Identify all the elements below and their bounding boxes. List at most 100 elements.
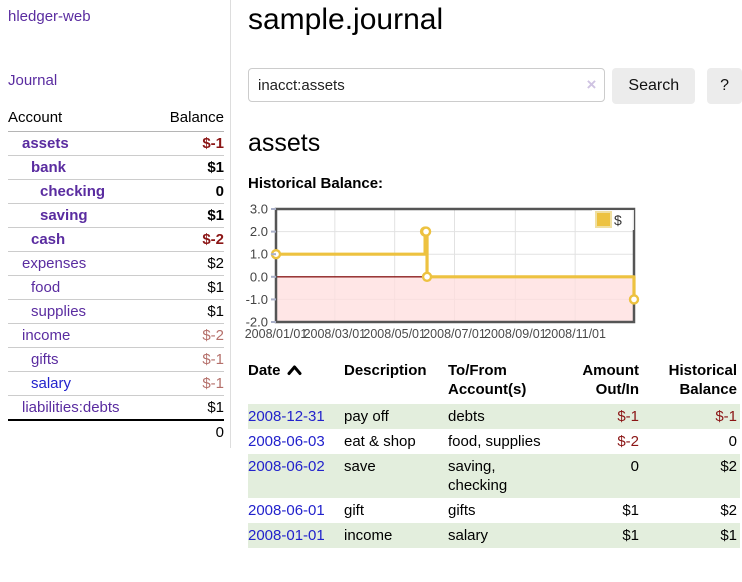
search-input[interactable] [248, 68, 606, 102]
transaction-accounts: gifts [448, 502, 476, 519]
register-header-date[interactable]: Date [248, 358, 344, 404]
account-balance: $-1 [153, 347, 224, 372]
account-balance: 0 [153, 179, 224, 204]
transaction-date-link[interactable]: 2008-01-01 [248, 527, 325, 544]
account-row: bank $1 [8, 155, 224, 180]
account-link-saving[interactable]: saving [40, 207, 88, 224]
svg-text:2.0: 2.0 [250, 224, 268, 239]
register-header-row: Date Description To/From Account(s) Amou… [248, 358, 740, 404]
svg-text:-1.0: -1.0 [246, 292, 268, 307]
transaction-balance: $-1 [642, 404, 740, 429]
account-row: cash $-2 [8, 227, 224, 252]
register-header-account: To/From Account(s) [448, 362, 527, 398]
transaction-accounts: saving, checking [448, 454, 556, 498]
page-title: sample.journal [248, 3, 444, 36]
account-row: income $-2 [8, 323, 224, 348]
svg-text:2008/07/01: 2008/07/01 [423, 327, 486, 341]
help-button[interactable]: ? [707, 68, 742, 104]
register-table-body: 2008-12-31 pay off debts $-1 $-1 2008-06-03 ea… [248, 404, 740, 548]
transaction-description: save [344, 454, 448, 498]
search-form: × Search ? [248, 68, 742, 104]
svg-text:2008/03/01: 2008/03/01 [304, 327, 367, 341]
svg-text:1.0: 1.0 [250, 247, 268, 262]
transaction-balance: $1 [642, 523, 740, 548]
account-link-salary[interactable]: salary [31, 375, 72, 392]
svg-text:2008/01/01: 2008/01/01 [245, 327, 308, 341]
transaction-date-link[interactable]: 2008-06-02 [248, 458, 325, 475]
account-link-gifts[interactable]: gifts [31, 351, 59, 368]
transaction-description: pay off [344, 404, 448, 429]
account-link-expenses[interactable]: expenses [22, 255, 87, 272]
account-balance: $2 [153, 251, 224, 276]
transaction-date-link[interactable]: 2008-12-31 [248, 408, 325, 425]
register-header-description: Description [344, 362, 427, 379]
accounts-total-spacer [8, 419, 154, 444]
main-content: sample.journal × Search ? assets Histori… [245, 0, 742, 548]
transaction-accounts: food, supplies [448, 433, 541, 450]
transaction-description: gift [344, 502, 365, 519]
account-row: supplies $1 [8, 299, 224, 324]
account-link-income[interactable]: income [22, 327, 71, 344]
account-balance: $-1 [153, 371, 224, 396]
account-link-checking[interactable]: checking [40, 183, 106, 200]
account-link-bank[interactable]: bank [31, 159, 67, 176]
search-button[interactable]: Search [612, 68, 696, 104]
accounts-table: Account Balance assets $-1 bank $1 checking 0… [8, 106, 224, 444]
account-link-food[interactable]: food [31, 279, 61, 296]
accounts-header-row: Account Balance [8, 106, 224, 132]
brand-link[interactable]: hledger-web [8, 8, 91, 25]
sidebar-item-journal[interactable]: Journal [8, 72, 58, 89]
account-row: checking 0 [8, 179, 224, 204]
transaction-date-link[interactable]: 2008-06-01 [248, 502, 325, 519]
account-balance: $-2 [153, 227, 224, 252]
transaction-row: 2008-01-01 income salary $1 $1 [248, 523, 740, 548]
transaction-accounts: salary [448, 523, 556, 548]
accounts-header-balance: Balance [153, 106, 224, 132]
account-heading: assets [248, 129, 321, 157]
sidebar: hledger-web Journal Account Balance asse… [0, 0, 230, 444]
transaction-date-link[interactable]: 2008-06-03 [248, 433, 325, 450]
transaction-row: 2008-06-01 gift gifts $1 $2 [248, 498, 740, 523]
svg-text:2008/11/01: 2008/11/01 [544, 327, 606, 341]
register-header-amount: Amount Out/In [582, 362, 639, 398]
transaction-amount: 0 [556, 454, 642, 498]
account-balance: $1 [153, 299, 224, 324]
svg-text:2008/09/01: 2008/09/01 [484, 327, 547, 341]
account-link-assets[interactable]: assets [22, 135, 69, 152]
historical-balance-chart[interactable]: $ 2008/01/01 2008/03/01 2008/05/01 2008/07/… [245, 200, 742, 341]
transaction-description: eat & shop [344, 433, 416, 450]
account-balance: $1 [207, 399, 224, 416]
svg-text:0.0: 0.0 [250, 269, 268, 284]
legend-label: $ [614, 212, 622, 228]
transaction-balance: 0 [728, 433, 737, 450]
account-row: gifts $-1 [8, 347, 224, 372]
sort-asc-icon [287, 365, 302, 375]
transaction-amount: $-2 [617, 433, 639, 450]
transaction-amount: $1 [622, 502, 639, 519]
register-header-balance: Historical Balance [668, 362, 737, 398]
account-row: food $1 [8, 275, 224, 300]
account-balance: $-1 [153, 131, 224, 156]
account-row: salary $-1 [8, 371, 224, 396]
accounts-table-body: assets $-1 bank $1 checking 0 saving $1 cash $-2 e… [8, 131, 224, 421]
account-row: liabilities:debts $1 [8, 396, 224, 421]
svg-text:2008/05/01: 2008/05/01 [363, 327, 426, 341]
account-row: assets $-1 [8, 131, 224, 156]
register-table: Date Description To/From Account(s) Amou… [248, 358, 740, 548]
svg-text:3.0: 3.0 [250, 202, 268, 217]
sidebar-divider [230, 0, 231, 448]
account-link-supplies[interactable]: supplies [31, 303, 87, 320]
transaction-amount: $-1 [556, 404, 642, 429]
chart-label: Historical Balance: [248, 175, 384, 192]
account-balance: $1 [153, 275, 224, 300]
svg-text:-2.0: -2.0 [246, 315, 268, 330]
account-row: saving $1 [8, 203, 224, 228]
account-link-liabilities-debts[interactable]: liabilities:debts [22, 399, 120, 416]
account-row: expenses $2 [8, 251, 224, 276]
clear-search-icon[interactable]: × [586, 75, 597, 94]
transaction-amount: $1 [556, 523, 642, 548]
chart-legend: $ [592, 210, 634, 230]
account-link-cash[interactable]: cash [31, 231, 66, 248]
accounts-header-account: Account [8, 106, 154, 132]
accounts-total-value: 0 [153, 419, 224, 444]
